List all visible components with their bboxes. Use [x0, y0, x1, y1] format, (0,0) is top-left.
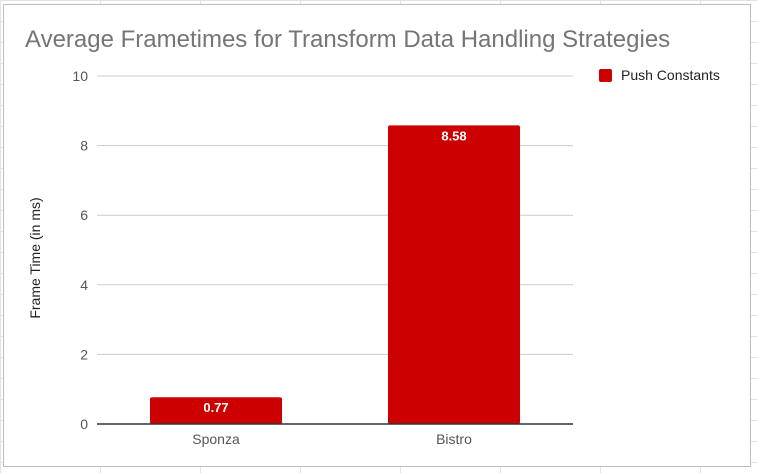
- chart-title: Average Frametimes for Transform Data Ha…: [25, 26, 671, 53]
- y-tick-label: 2: [80, 346, 88, 362]
- x-tick-label: Bistro: [436, 431, 472, 447]
- legend-swatch: [599, 68, 612, 82]
- y-tick-label: 4: [80, 277, 88, 293]
- y-tick-label: 8: [80, 138, 88, 154]
- legend[interactable]: Push Constants: [599, 67, 720, 83]
- y-tick-label: 0: [80, 416, 88, 432]
- bar[interactable]: [150, 397, 282, 424]
- chart-container[interactable]: [3, 4, 751, 467]
- legend-label: Push Constants: [621, 67, 720, 83]
- y-tick-label: 10: [72, 68, 88, 84]
- data-label: 0.77: [203, 400, 228, 415]
- data-label: 8.58: [441, 128, 466, 143]
- y-tick-label: 6: [80, 207, 88, 223]
- bar[interactable]: [388, 125, 520, 424]
- x-tick-label: Sponza: [192, 431, 240, 447]
